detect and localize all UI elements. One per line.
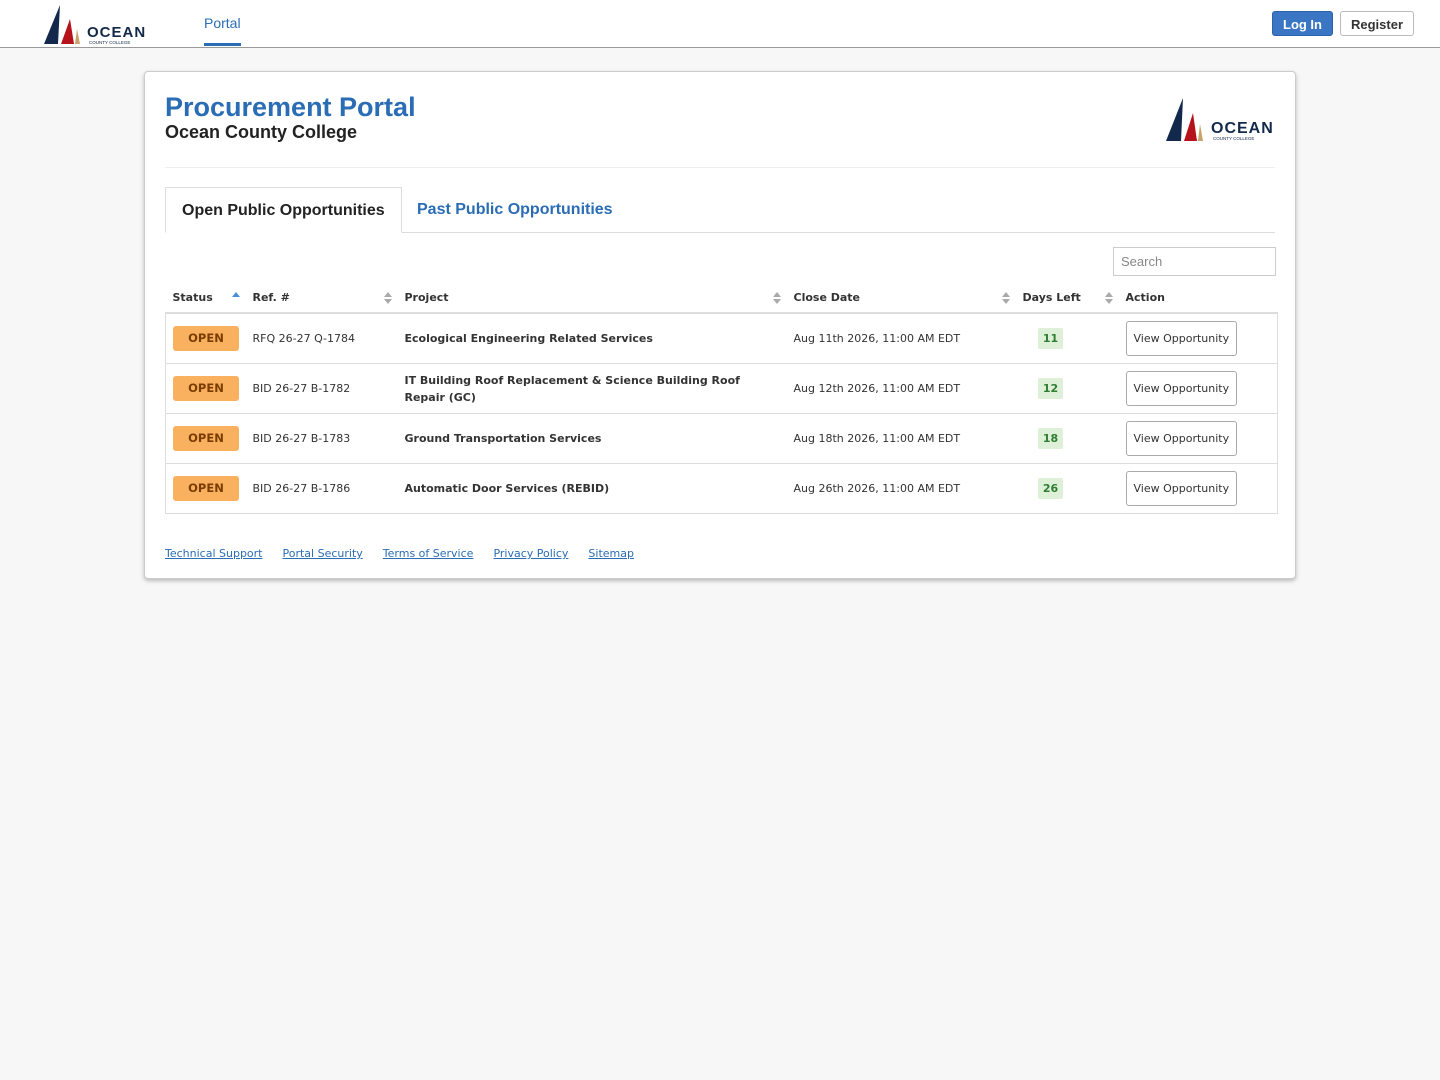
- days-left: 26: [1037, 478, 1064, 499]
- cell: View Opportunity: [1118, 313, 1278, 364]
- cell: View Opportunity: [1118, 363, 1278, 414]
- logo-tagline: COUNTY COLLEGE: [89, 40, 130, 45]
- divider: [165, 167, 1275, 168]
- ref-number: BID 26-27 B-1783: [245, 413, 398, 464]
- footer-link[interactable]: Terms of Service: [382, 547, 474, 560]
- status-badge: OPEN: [173, 426, 239, 451]
- sort-icon: [1104, 292, 1113, 304]
- project-name: Ground Transportation Services: [397, 413, 787, 464]
- register-button[interactable]: Register: [1340, 11, 1415, 36]
- table-row: OPEN BID 26-27 B-1786 Automatic Door Servi…: [165, 463, 1278, 514]
- table-row: OPEN RFQ 26-27 Q-1784 Ecological Engineeri…: [165, 313, 1278, 364]
- sort-icon: [772, 292, 781, 304]
- opportunities-table: Status Ref. # Project Close Date Days Left Ac…: [165, 282, 1278, 514]
- column-header[interactable]: Project: [397, 282, 787, 314]
- days-left: 12: [1037, 378, 1064, 399]
- column-header[interactable]: Close Date: [786, 282, 1016, 314]
- status-badge: OPEN: [173, 376, 239, 401]
- project-name: Ecological Engineering Related Services: [397, 313, 787, 364]
- column-title: Ref. #: [252, 290, 290, 304]
- tab[interactable]: Past Public Opportunities: [417, 201, 613, 218]
- sort-icon: [1001, 292, 1010, 304]
- view-button[interactable]: View Opportunity: [1125, 371, 1238, 406]
- column-header[interactable]: Days Left: [1015, 282, 1119, 314]
- column-header[interactable]: Status: [165, 282, 246, 314]
- ref-number: BID 26-27 B-1786: [245, 463, 398, 514]
- sort-icon: [383, 292, 392, 304]
- column-header[interactable]: Ref. #: [245, 282, 398, 314]
- cell: 26: [1015, 463, 1119, 514]
- footer-link[interactable]: Sitemap: [588, 547, 634, 560]
- tab-bar: Open Public Opportunities Past Public Op…: [165, 187, 1275, 233]
- close-date: Aug 11th 2026, 11:00 AM EDT: [786, 313, 1016, 364]
- column-title: Status: [172, 290, 213, 304]
- view-button[interactable]: View Opportunity: [1125, 471, 1238, 506]
- cell: View Opportunity: [1118, 413, 1278, 464]
- tab[interactable]: Open Public Opportunities: [165, 187, 402, 233]
- table-row: OPEN BID 26-27 B-1783 Ground Transportatio…: [165, 413, 1278, 464]
- card-title: Procurement Portal: [165, 92, 416, 122]
- cell: OPEN: [165, 363, 246, 414]
- footer-link[interactable]: Privacy Policy: [493, 547, 569, 560]
- column-title: Project: [404, 290, 449, 304]
- cell: OPEN: [165, 463, 246, 514]
- close-date: Aug 26th 2026, 11:00 AM EDT: [786, 463, 1016, 514]
- nav-link[interactable]: Portal: [204, 0, 241, 46]
- column-title: Days Left: [1022, 290, 1081, 304]
- days-left: 18: [1037, 428, 1064, 449]
- project-name: Automatic Door Services (REBID): [397, 463, 787, 514]
- cell: 12: [1015, 363, 1119, 414]
- column-header: Action: [1118, 282, 1278, 314]
- status-badge: OPEN: [173, 326, 239, 351]
- card-subtitle: Ocean County College: [165, 122, 358, 142]
- close-date: Aug 12th 2026, 11:00 AM EDT: [786, 363, 1016, 414]
- view-button[interactable]: View Opportunity: [1125, 421, 1238, 456]
- logo-name: OCEAN: [87, 24, 146, 41]
- footer-link[interactable]: Portal Security: [282, 547, 363, 560]
- table-row: OPEN BID 26-27 B-1782 IT Building Roof Rep…: [165, 363, 1278, 414]
- logo[interactable]: OCEAN COUNTY COLLEGE: [44, 3, 154, 47]
- cell: 18: [1015, 413, 1119, 464]
- logo-tagline: COUNTY COLLEGE: [1213, 136, 1254, 141]
- footer-link[interactable]: Technical Support: [165, 547, 263, 560]
- card: Procurement Portal Ocean County College …: [144, 71, 1296, 579]
- login-button[interactable]: Log In: [1272, 11, 1333, 36]
- view-button[interactable]: View Opportunity: [1125, 321, 1238, 356]
- column-title: Close Date: [793, 290, 861, 304]
- close-date: Aug 18th 2026, 11:00 AM EDT: [786, 413, 1016, 464]
- sort-icon: [231, 292, 240, 297]
- cell: View Opportunity: [1118, 463, 1278, 514]
- cell: 11: [1015, 313, 1119, 364]
- cell: OPEN: [165, 313, 246, 364]
- column-title: Action: [1125, 290, 1165, 304]
- project-name: IT Building Roof Replacement & Science B…: [397, 363, 787, 414]
- cell: OPEN: [165, 413, 246, 464]
- logo-name: OCEAN: [1211, 120, 1274, 137]
- footer: Technical Support Portal Security Terms of…: [165, 547, 654, 560]
- card-logo: OCEAN COUNTY COLLEGE: [1166, 98, 1274, 141]
- top-bar: OCEAN COUNTY COLLEGE Portal Log In Regis…: [0, 0, 1440, 48]
- status-badge: OPEN: [173, 476, 239, 501]
- days-left: 11: [1037, 328, 1064, 349]
- search-input[interactable]: Search: [1113, 247, 1276, 276]
- ref-number: RFQ 26-27 Q-1784: [245, 313, 398, 364]
- ref-number: BID 26-27 B-1782: [245, 363, 398, 414]
